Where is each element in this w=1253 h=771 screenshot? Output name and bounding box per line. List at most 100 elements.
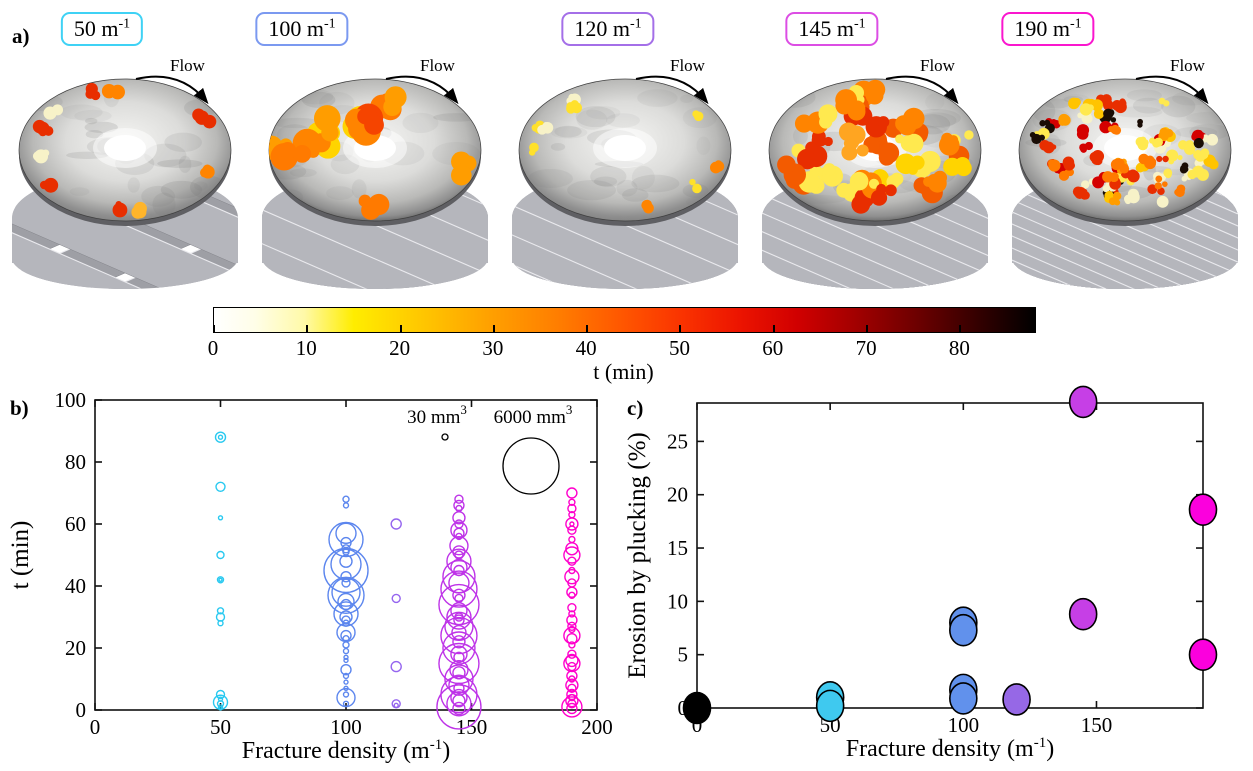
bubble — [452, 701, 466, 716]
erosion-patch — [822, 163, 836, 176]
flow-arrow — [135, 75, 209, 105]
bubble — [567, 621, 577, 632]
erosion-patch — [1029, 132, 1036, 138]
fracture-wall-edge — [262, 193, 488, 289]
bubble — [340, 570, 352, 583]
erosion-patch — [846, 125, 866, 145]
bubble — [217, 434, 224, 440]
erosion-patch — [689, 178, 696, 186]
legend-large-label: 6000 mm3 — [494, 402, 573, 428]
bubble — [214, 431, 227, 443]
erosion-patch — [32, 151, 43, 161]
bubble — [440, 570, 478, 608]
erosion-patches — [32, 82, 217, 219]
bubble — [565, 517, 579, 531]
bubble — [567, 525, 577, 535]
fracture-wall — [762, 211, 988, 289]
bubble — [340, 664, 352, 676]
panel-c-label: c) — [627, 396, 644, 420]
erosion-patch — [451, 164, 472, 186]
erosion-patch — [543, 122, 549, 128]
erosion-patch — [1039, 120, 1046, 127]
erosion-patch — [693, 111, 704, 122]
erosion-patch — [49, 108, 57, 117]
fracture-wall — [262, 221, 488, 289]
x-tick-label: 0 — [692, 713, 703, 737]
bubble — [453, 564, 465, 577]
erosion-patch — [1155, 175, 1163, 183]
erosion-patch — [36, 121, 50, 136]
bubble — [342, 700, 350, 707]
erosion-patch — [1079, 143, 1088, 152]
bubble — [452, 635, 466, 649]
density-label: 100 m-1 — [255, 12, 349, 46]
erosion-patch — [200, 167, 210, 178]
y-tick-label: 20 — [65, 636, 86, 660]
bubble — [455, 532, 463, 541]
fracture-wall-edge — [1012, 225, 1237, 289]
bubble — [450, 521, 468, 539]
bubble — [343, 654, 349, 660]
erosion-patch — [1111, 100, 1123, 111]
y-axis-label: Erosion by plucking (%) — [624, 432, 651, 678]
erosion-patch — [112, 202, 128, 218]
erosion-patch — [360, 107, 378, 125]
bubble — [216, 607, 225, 615]
erosion-patch — [1103, 108, 1114, 119]
bubble — [566, 702, 578, 715]
fracture-wall-edge — [1012, 174, 1238, 289]
x-axis-label: Fracture density (m-1) — [242, 737, 450, 764]
fracture-wall-edge — [762, 195, 988, 289]
erosion-patch — [692, 183, 702, 194]
bubble — [327, 576, 365, 615]
bubble — [442, 631, 476, 665]
colorbar-tick — [959, 325, 962, 332]
bubble — [453, 527, 465, 540]
erosion-patch — [1193, 137, 1204, 149]
bubble — [444, 611, 474, 642]
center-hole — [604, 135, 646, 161]
erosion-patch — [907, 164, 918, 175]
erosion-patch — [964, 130, 974, 140]
bubble — [568, 535, 576, 544]
bubble — [565, 694, 579, 708]
density-label: 145 m-1 — [785, 12, 879, 46]
center-hole — [104, 135, 146, 161]
y-tick-label: 10 — [667, 589, 688, 613]
erosion-patch — [368, 193, 390, 216]
bubble — [328, 521, 364, 558]
colorbar-gradient — [213, 307, 1036, 333]
bubble — [343, 679, 349, 685]
erosion-patch — [835, 97, 853, 115]
erosion-patch — [868, 178, 880, 189]
erosion-patch — [1139, 136, 1147, 144]
bubble — [342, 502, 350, 509]
bubble — [450, 688, 468, 707]
x-tick-label: 150 — [1081, 713, 1113, 737]
erosion-patch — [1166, 149, 1179, 162]
erosion-patch — [566, 104, 576, 114]
bubble — [565, 653, 579, 668]
erosion-patch — [1050, 118, 1057, 126]
erosion-patch — [1077, 112, 1084, 119]
specimen-card: Flow — [1012, 56, 1238, 289]
bubble — [440, 616, 478, 655]
colorbar-tick — [492, 325, 495, 332]
data-point — [1068, 385, 1098, 419]
bubble — [342, 495, 350, 503]
x-tick-label: 0 — [90, 715, 101, 739]
erosion-patch — [1154, 182, 1162, 190]
bubble — [339, 554, 353, 568]
data-point — [1068, 597, 1098, 631]
erosion-patch — [133, 201, 147, 216]
bubble — [453, 651, 465, 663]
colorbar-tick-label: 20 — [389, 336, 411, 360]
y-tick-label: 5 — [678, 643, 689, 667]
fracture-wall-edge — [762, 227, 987, 289]
erosion-patch — [1179, 165, 1188, 174]
erosion-patch — [1137, 122, 1143, 128]
erosion-patch — [1062, 171, 1068, 178]
bubble — [568, 675, 576, 683]
center-hole — [1104, 135, 1146, 161]
bubble — [446, 691, 472, 717]
